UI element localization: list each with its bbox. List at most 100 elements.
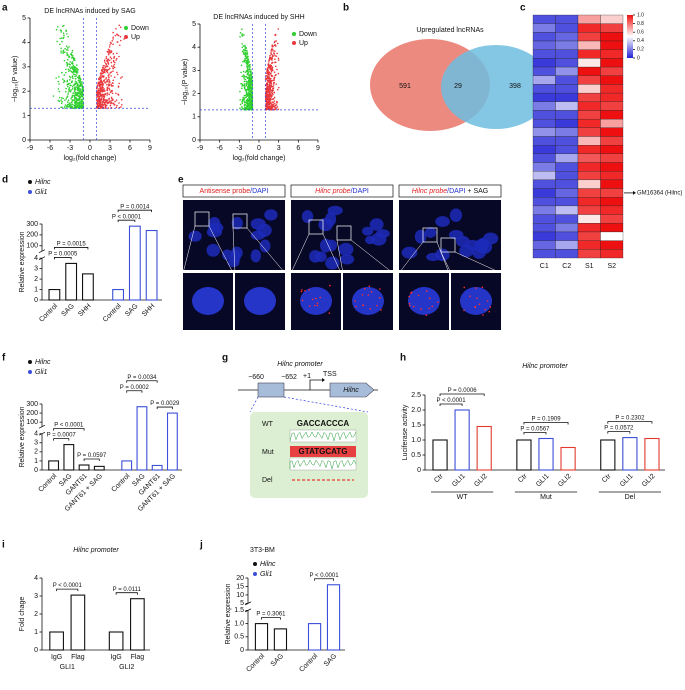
volcano-dot (99, 107, 101, 110)
volcano-dot (246, 95, 248, 98)
rna-dot (428, 307, 431, 310)
y-axis-label: Fold chage (19, 597, 26, 632)
volcano-dot (96, 84, 99, 87)
volcano-dot (103, 79, 106, 81)
heat-cell (600, 171, 624, 181)
heat-cell (555, 162, 579, 172)
heat-cell (555, 214, 579, 224)
volcano-dot (68, 56, 70, 59)
volcano-dot (74, 82, 76, 84)
volcano-dot (248, 94, 251, 96)
volcano-dot (246, 81, 248, 83)
volcano-dot (246, 73, 249, 76)
volcano-dot (266, 67, 269, 70)
volcano-dot (251, 97, 253, 100)
heat-cell (577, 179, 601, 189)
y-tick-label: 2 (34, 276, 38, 283)
volcano-dot (112, 38, 114, 40)
bar (136, 406, 148, 471)
y-tick-label: 15 (236, 583, 244, 590)
volcano-dot (248, 76, 251, 79)
nucleus (264, 209, 278, 221)
volcano-dot (81, 85, 84, 88)
volcano-dot (106, 69, 109, 72)
heat-cell (555, 171, 579, 181)
volcano-dot (76, 92, 79, 95)
axis-break (38, 424, 46, 429)
volcano-dot (98, 104, 101, 106)
volcano-dot (244, 94, 247, 96)
heat-cell (555, 188, 579, 198)
volcano-dot (76, 99, 79, 102)
volcano-dot (277, 57, 280, 60)
volcano-dot (107, 74, 110, 77)
volcano-dot (78, 81, 81, 84)
volcano-dot (243, 104, 246, 106)
volcano-dot (68, 75, 71, 78)
volcano-dot (57, 88, 60, 90)
heat-cell (532, 179, 556, 189)
heat-cell (555, 197, 579, 207)
volcano-dot (106, 65, 108, 67)
volcano-dot (62, 37, 64, 40)
volcano-dot (78, 104, 81, 106)
rna-dot (489, 306, 492, 308)
volcano-dot (114, 34, 117, 37)
volcano-dot (274, 34, 276, 36)
volcano-dot (249, 66, 251, 68)
volcano-dot (70, 89, 72, 91)
panel-letter: g (222, 353, 228, 364)
nucleus (231, 216, 243, 230)
rna-dot (482, 314, 484, 316)
heat-cell (577, 171, 601, 181)
volcano-dot (269, 94, 272, 97)
volcano-dot (267, 107, 270, 109)
volcano-dot (243, 86, 246, 89)
volcano-dot (102, 83, 104, 86)
volcano-dot (271, 54, 274, 57)
volcano-dot (109, 56, 112, 59)
volcano-dot (74, 75, 76, 78)
volcano-dot (246, 55, 248, 58)
volcano-dot (68, 79, 71, 81)
volcano-dot (240, 71, 242, 74)
legend-label: Gli1 (35, 369, 48, 376)
y-tick-label: 0 (192, 137, 196, 144)
volcano-dot (77, 86, 79, 89)
volcano-dot (250, 92, 252, 95)
volcano-dot (104, 81, 107, 84)
volcano-dot (241, 83, 244, 86)
bar (78, 464, 90, 471)
volcano-dot (65, 61, 68, 64)
x-tick-label: GLI1 (535, 473, 551, 489)
legend-label: Hilnc (35, 359, 51, 366)
volcano-dot (66, 58, 69, 61)
volcano-dot (276, 105, 279, 108)
volcano-dot (243, 84, 246, 87)
heat-cell (577, 162, 601, 172)
volcano-dot (250, 78, 253, 81)
volcano-dot (77, 69, 79, 71)
volcano-dot (265, 78, 268, 80)
volcano-dot (77, 104, 79, 107)
y-tick-label: 200 (26, 232, 38, 239)
legend-swatch (28, 370, 32, 374)
volcano-dot (73, 86, 76, 89)
volcano-dot (62, 78, 64, 80)
legend-label: Hilnc (35, 179, 51, 186)
volcano-dot (268, 94, 270, 96)
rna-dot (408, 302, 411, 305)
bar (432, 439, 448, 471)
rna-dot (370, 291, 373, 293)
nucleus (231, 246, 243, 260)
y-tick-label: 4 (192, 44, 196, 51)
heat-cell (600, 205, 624, 215)
heat-cell (532, 92, 556, 102)
x-tick-label: SAG (270, 653, 285, 668)
volcano-dot (73, 65, 76, 68)
volcano-dot (66, 80, 68, 83)
volcano-dot (120, 98, 123, 101)
y-tick-label: 2 (34, 611, 38, 618)
volcano-dot (95, 96, 98, 99)
x-tick-label: SHH (77, 303, 92, 318)
